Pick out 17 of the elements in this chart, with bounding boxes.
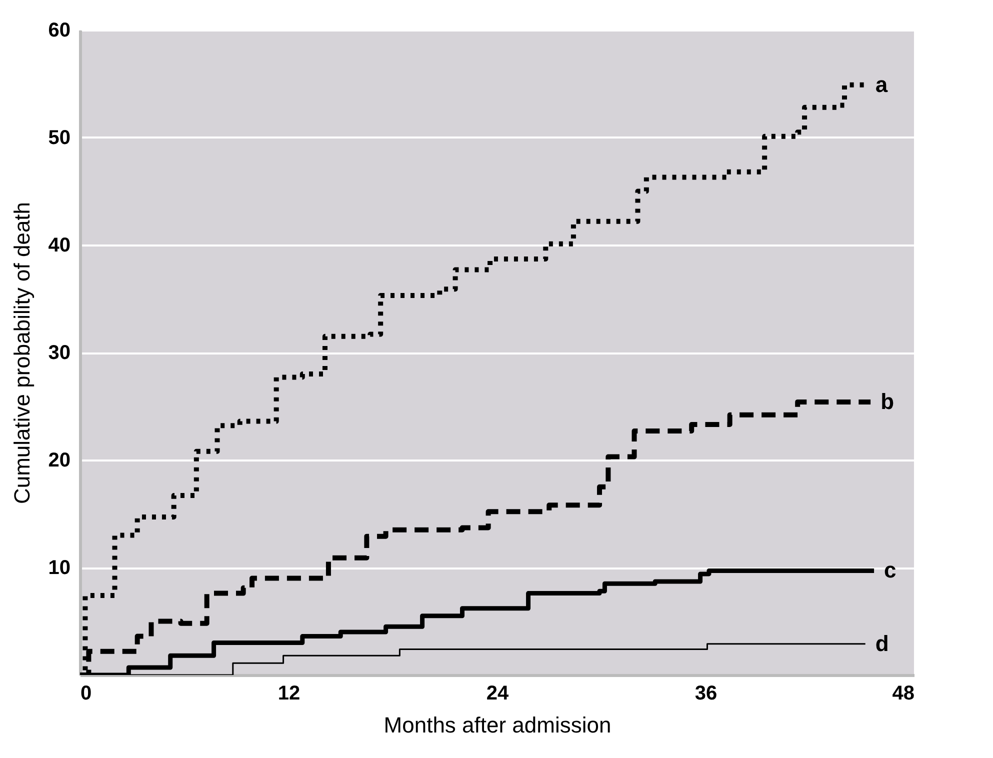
series-label: c xyxy=(884,558,896,583)
y-tick-label: 40 xyxy=(48,234,70,256)
y-tick-label: 30 xyxy=(48,342,70,364)
series-label: b xyxy=(880,388,894,414)
x-tick-label: 0 xyxy=(80,682,92,704)
y-tick-label: 20 xyxy=(48,450,70,472)
x-tick-label: 36 xyxy=(694,682,718,704)
y-tick-label: 10 xyxy=(48,557,70,579)
x-tick-label: 24 xyxy=(486,682,510,704)
x-tick-label: 12 xyxy=(278,682,300,704)
x-axis-title: Months after admission xyxy=(384,712,612,738)
series-label: a xyxy=(875,72,888,97)
y-tick-label: 60 xyxy=(48,20,70,42)
y-axis-title: Cumulative probability of death xyxy=(9,202,34,504)
series-label: d xyxy=(875,630,889,656)
y-tick-label: 50 xyxy=(48,127,70,149)
x-tick-label: 48 xyxy=(892,682,914,704)
